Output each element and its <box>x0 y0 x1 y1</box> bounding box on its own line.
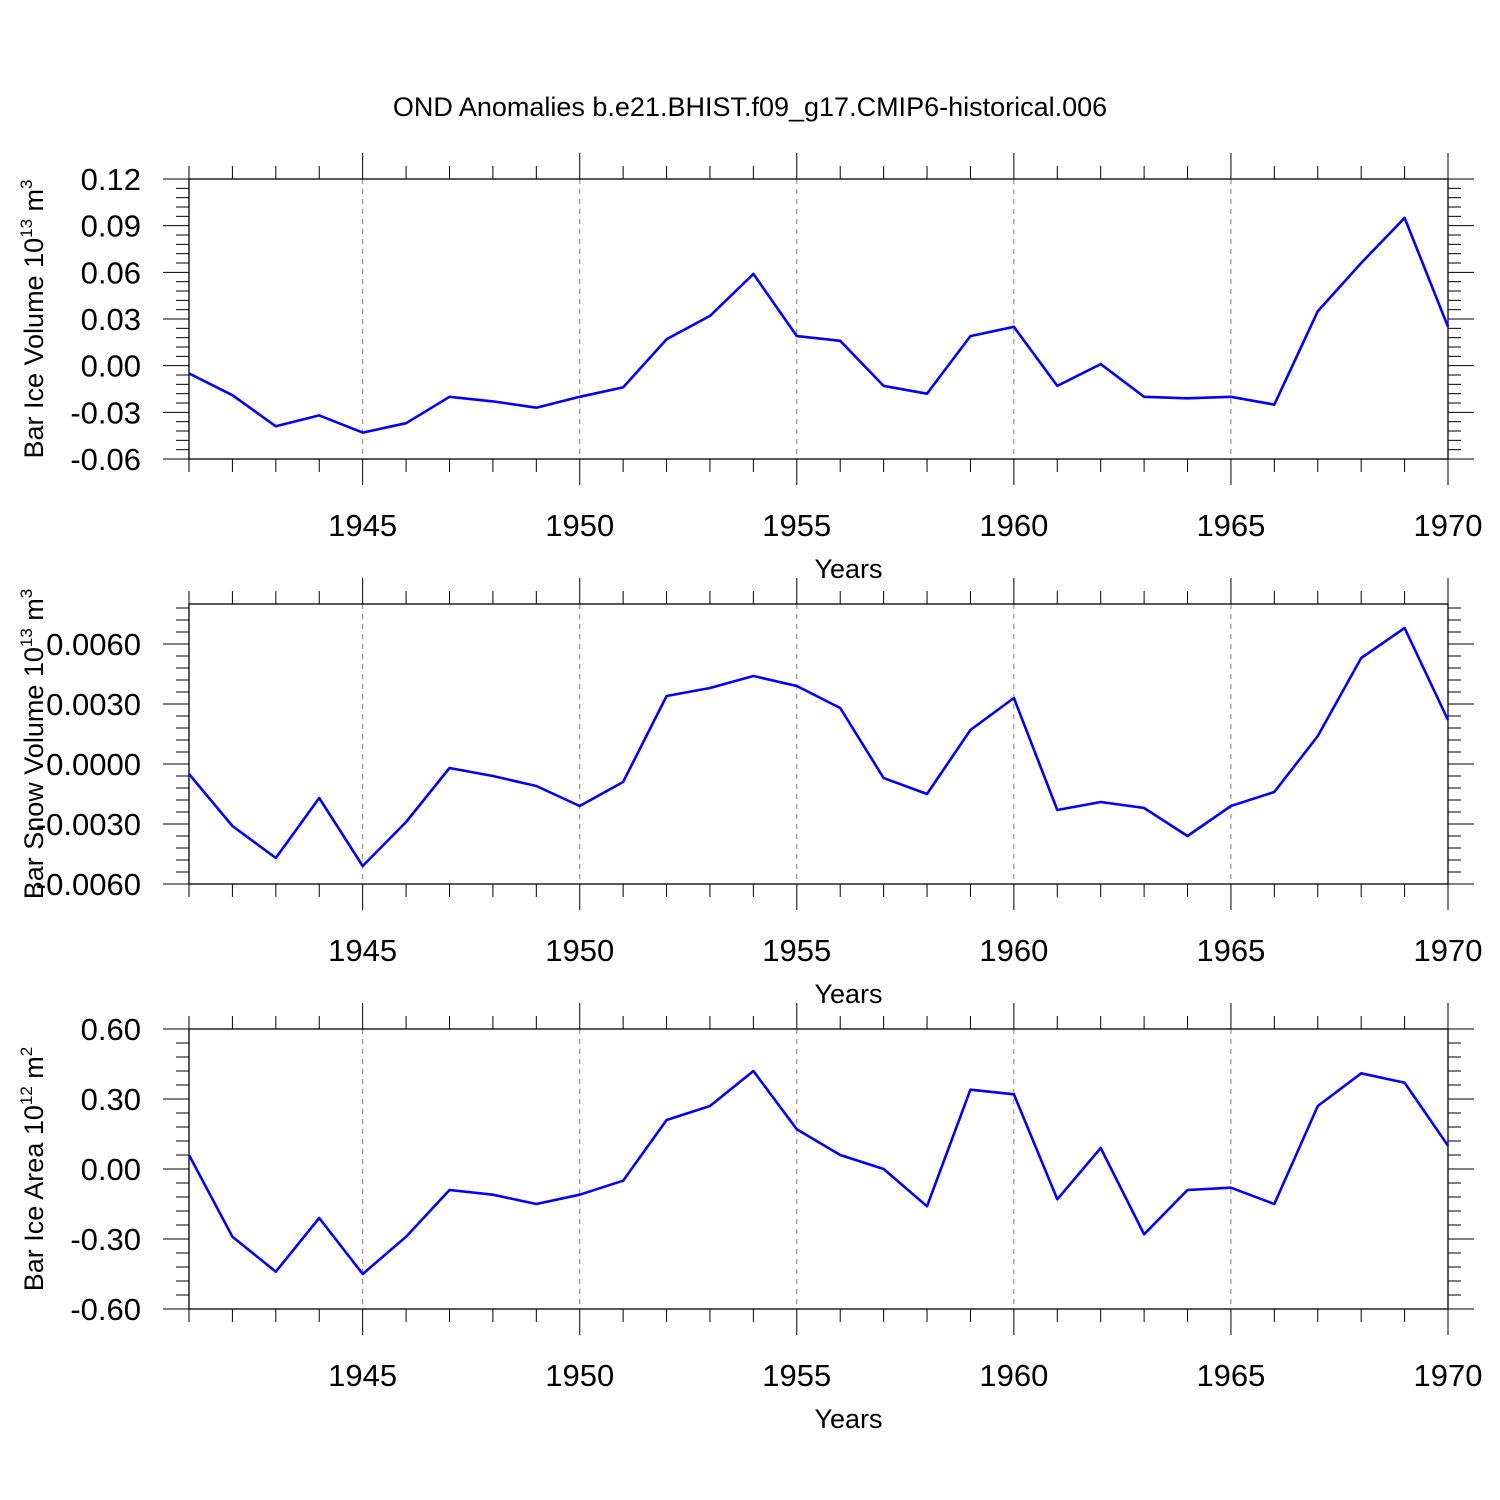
y-tick-label: -0.03 <box>70 395 141 430</box>
y-axis-label: Bar Snow Volume 1013 m3 <box>17 589 49 900</box>
series-line <box>187 1069 1450 1276</box>
x-tick-label: 1955 <box>762 1358 831 1393</box>
x-tick-label: 1965 <box>1196 1358 1265 1393</box>
x-tick-label: 1960 <box>979 933 1048 968</box>
x-tick-label: 1960 <box>979 1358 1048 1393</box>
x-tick-label: 1965 <box>1196 933 1265 968</box>
x-tick-label: 1945 <box>328 1358 397 1393</box>
y-tick-label: 0.06 <box>81 255 141 290</box>
x-tick-label: 1950 <box>545 933 614 968</box>
y-tick-label: -0.0030 <box>36 807 141 842</box>
series-line <box>188 216 1450 434</box>
x-axis-label: Years <box>814 1404 882 1434</box>
x-tick-label: 1970 <box>1414 1358 1483 1393</box>
x-axis-label: Years <box>814 554 882 584</box>
y-tick-label: -0.30 <box>70 1222 141 1257</box>
figure-title: OND Anomalies b.e21.BHIST.f09_g17.CMIP6-… <box>393 92 1107 122</box>
x-tick-label: 1970 <box>1414 508 1483 543</box>
plot-frame <box>188 603 1449 885</box>
y-tick-label: 0.30 <box>81 1082 141 1117</box>
x-tick-label: 1955 <box>762 508 831 543</box>
y-tick-label: -0.0060 <box>36 867 141 902</box>
y-tick-label: 0.00 <box>81 349 141 384</box>
y-tick-label: 0.60 <box>81 1012 141 1047</box>
chart-panel-3: 0.60 0.30 0.00 -0.30 -0.60 1945 1950 1955 1960 19… <box>17 1003 1482 1434</box>
y-axis-label: Bar Ice Volume 1013 m3 <box>17 179 49 458</box>
y-tick-label: 0.0060 <box>46 627 141 662</box>
y-tick-label: -0.06 <box>70 442 141 477</box>
x-tick-label: 1950 <box>545 508 614 543</box>
chart-panels: 0.12 0.09 0.06 0.03 0.00 -0.03 -0.06 1945 1950 19… <box>17 153 1482 1434</box>
y-tick-label: 0.03 <box>81 302 141 337</box>
x-tick-label: 1945 <box>328 933 397 968</box>
x-axis-label: Years <box>814 979 882 1009</box>
chart-panel-2: 0.0060 0.0030 0.0000 -0.0030 -0.0060 1945 1950… <box>17 578 1482 1009</box>
x-tick-label: 1970 <box>1414 933 1483 968</box>
y-tick-label: 0.00 <box>81 1152 141 1187</box>
y-tick-label: -0.60 <box>70 1292 141 1327</box>
x-tick-label: 1950 <box>545 1358 614 1393</box>
y-axis-label: Bar Ice Area 1012 m2 <box>17 1047 49 1292</box>
x-tick-label: 1965 <box>1196 508 1265 543</box>
x-tick-label: 1945 <box>328 508 397 543</box>
y-tick-label: 0.09 <box>81 209 141 244</box>
x-tick-label: 1960 <box>979 508 1048 543</box>
y-tick-label: 0.0030 <box>46 687 141 722</box>
series-line <box>188 626 1450 868</box>
y-tick-label: 0.0000 <box>46 747 141 782</box>
chart-panel-1: 0.12 0.09 0.06 0.03 0.00 -0.03 -0.06 1945 1950 19… <box>17 153 1482 584</box>
y-tick-label: 0.12 <box>81 162 141 197</box>
x-tick-label: 1955 <box>762 933 831 968</box>
